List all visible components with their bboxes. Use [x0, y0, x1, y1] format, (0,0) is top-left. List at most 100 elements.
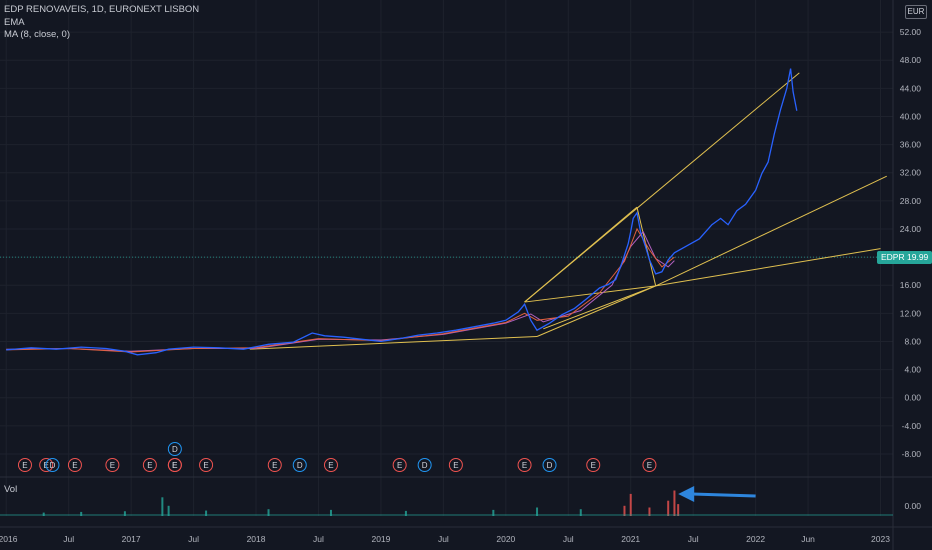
x-tick-label: 2021 — [621, 534, 640, 544]
x-tick-label: Jul — [63, 534, 74, 544]
y-tick-label: 36.00 — [900, 140, 922, 150]
volume-bar — [579, 509, 582, 516]
earnings-marker: E — [142, 458, 157, 472]
trendline — [636, 207, 657, 287]
y-tick-label: 28.00 — [900, 196, 922, 206]
volume-label[interactable]: Vol — [4, 484, 18, 495]
price-badge-symbol: EDPR — [881, 252, 905, 262]
y-tick-label: 0.00 — [904, 393, 921, 403]
volume-bar — [677, 504, 680, 516]
y-tick-label: -8.00 — [902, 449, 922, 459]
y-tick-label: 12.00 — [900, 308, 922, 318]
volume-bar — [267, 509, 270, 516]
volume-bar — [667, 500, 670, 516]
marker-label: E — [453, 461, 458, 470]
earnings-marker: E — [167, 458, 182, 472]
price-badge-value: 19.99 — [907, 252, 929, 262]
marker-circle — [392, 458, 407, 472]
marker-circle — [105, 458, 120, 472]
marker-label: D — [547, 461, 553, 470]
volume-tick-label: 0.00 — [904, 501, 921, 511]
time-axis[interactable]: 2016 Jul 2017 Jul 2018 Jul 2019 Jul 2020 Jul 2021 J… — [0, 534, 890, 544]
marker-circle — [67, 458, 82, 472]
dividend-marker: D — [542, 458, 557, 472]
y-tick-label: -4.00 — [902, 421, 922, 431]
marker-circle — [199, 458, 214, 472]
currency-button[interactable]: EUR — [905, 5, 927, 19]
earnings-marker: E — [517, 458, 532, 472]
dividend-marker: D — [167, 442, 182, 456]
volume-bars — [0, 490, 893, 516]
price-axis[interactable]: 52.00 48.00 44.00 40.00 36.00 32.00 28.00 24.00… — [900, 27, 922, 511]
dividend-marker: D — [417, 458, 432, 472]
y-tick-label: 24.00 — [900, 224, 922, 234]
legend-ema[interactable]: EMA — [4, 16, 25, 28]
marker-circle — [323, 458, 338, 472]
y-tick-label: 44.00 — [900, 83, 922, 93]
legend-ma[interactable]: MA (8, close, 0) — [4, 29, 70, 40]
marker-label: D — [50, 461, 56, 470]
marker-circle — [142, 458, 157, 472]
price-line — [6, 68, 798, 356]
legend-symbol-line[interactable]: EDP RENOVAVEIS, 1D, EURONEXT LISBON — [4, 4, 200, 15]
price-series — [6, 68, 798, 356]
marker-circle — [292, 458, 307, 472]
marker-circle — [642, 458, 657, 472]
volume-bar — [673, 490, 676, 516]
x-tick-label: 2017 — [122, 534, 141, 544]
marker-label: E — [522, 461, 527, 470]
volume-bar — [629, 493, 632, 516]
marker-label: E — [147, 461, 152, 470]
y-tick-label: 52.00 — [900, 27, 922, 37]
x-tick-label: Jul — [313, 534, 324, 544]
x-tick-label: 2019 — [371, 534, 390, 544]
marker-circle — [417, 458, 432, 472]
earnings-marker: E — [199, 458, 214, 472]
marker-circle — [39, 458, 54, 472]
marker-circle — [167, 458, 182, 472]
earnings-marker: E — [642, 458, 657, 472]
marker-circle — [448, 458, 463, 472]
marker-label: E — [203, 461, 208, 470]
y-tick-label: 16.00 — [900, 280, 922, 290]
x-tick-label: 2018 — [247, 534, 266, 544]
event-markers[interactable]: E E D E E E EDE E E D E E D E E D E E — [17, 442, 657, 472]
trendline — [655, 248, 881, 287]
trendlines[interactable] — [249, 72, 887, 350]
marker-circle — [267, 458, 282, 472]
ema-line — [6, 227, 675, 353]
marker-circle — [586, 458, 601, 472]
chart-legend: EDP RENOVAVEIS, 1D, EURONEXT LISBON EMA … — [4, 4, 199, 42]
annotations — [678, 486, 756, 502]
earnings-marker: E — [105, 458, 120, 472]
trendline — [249, 336, 538, 350]
marker-label: D — [422, 461, 428, 470]
x-tick-label: 2020 — [496, 534, 515, 544]
x-tick-label: 2016 — [0, 534, 18, 544]
dividend-marker: D — [292, 458, 307, 472]
annotation-arrow — [678, 486, 756, 502]
earnings-marker: E — [267, 458, 282, 472]
y-tick-label: 48.00 — [900, 55, 922, 65]
volume-bar — [623, 505, 626, 516]
trendline — [524, 285, 656, 303]
earnings-marker: E — [448, 458, 463, 472]
marker-circle — [45, 458, 60, 472]
dividend-marker: D — [45, 458, 60, 472]
y-tick-label: 40.00 — [900, 111, 922, 121]
ma-line — [6, 230, 675, 352]
volume-bar — [167, 505, 170, 516]
marker-circle — [542, 458, 557, 472]
volume-bar — [329, 509, 332, 516]
marker-label: E — [647, 461, 652, 470]
trendline — [655, 175, 887, 287]
marker-label: E — [328, 461, 333, 470]
x-tick-label: Jun — [801, 534, 815, 544]
earnings-marker: E — [392, 458, 407, 472]
earnings-marker: E — [67, 458, 82, 472]
marker-label: D — [172, 445, 178, 454]
current-price-badge: EDPR 19.99 — [877, 251, 932, 264]
x-tick-label: Jul — [438, 534, 449, 544]
